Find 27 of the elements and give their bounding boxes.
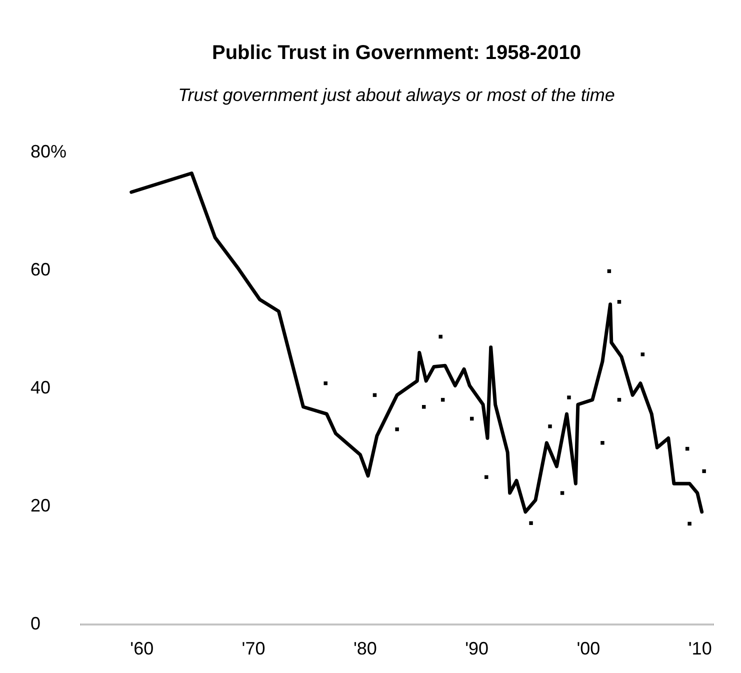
x-tick-label: '10 — [688, 638, 712, 658]
point — [600, 441, 604, 445]
point — [484, 475, 488, 479]
y-tick-label: 0 — [30, 614, 41, 634]
y-tick-label: 40 — [30, 378, 51, 398]
line-series — [130, 171, 704, 514]
x-tick-label: '60 — [130, 638, 154, 658]
point — [438, 334, 442, 339]
point — [529, 521, 533, 525]
x-tick-label: '80 — [353, 638, 377, 658]
chart-title: Public Trust in Government: 1958-2010 — [212, 42, 582, 64]
point — [548, 424, 552, 428]
y-tick-label: 60 — [30, 260, 51, 280]
y-tick-label: 80% — [30, 142, 67, 162]
x-tick-label: '00 — [576, 638, 600, 658]
point — [324, 381, 328, 386]
point — [422, 405, 426, 409]
point — [395, 427, 399, 432]
x-tick-label: '90 — [465, 638, 489, 658]
chart-subtitle: Trust government just about always or most of the time — [178, 85, 615, 105]
point — [567, 396, 571, 400]
point — [702, 469, 706, 474]
point — [560, 491, 564, 495]
point — [372, 393, 377, 397]
y-tick-label: 20 — [30, 496, 51, 516]
point — [688, 522, 692, 526]
x-tick-label: '70 — [242, 638, 266, 658]
